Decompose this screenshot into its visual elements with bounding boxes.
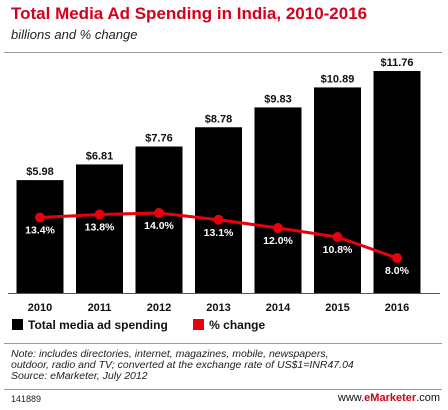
pct-change-label: 12.0% — [263, 235, 293, 247]
footer-divider — [4, 389, 442, 390]
chart-plot: $5.98 $6.81 $7.76 $8.78 $9.83 $10.89 $11.76 201… — [8, 57, 440, 314]
brand-name: eMarketer — [364, 392, 417, 404]
bar-value-label: $8.78 — [205, 113, 233, 125]
pct-change-point-2010 — [35, 212, 45, 223]
bar-value-label: $10.89 — [321, 73, 355, 85]
bar-2014 — [254, 107, 302, 293]
pct-change-point-2014 — [273, 223, 283, 233]
brand-logo[interactable]: www.eMarketer.com — [338, 392, 440, 404]
bar-2012 — [135, 146, 183, 293]
pct-change-label: 14.0% — [144, 220, 174, 232]
top-divider — [4, 52, 442, 53]
pct-change-label: 8.0% — [385, 265, 410, 277]
bar-2015 — [314, 87, 361, 294]
chart-id: 141889 — [11, 394, 42, 404]
x-tick-label: 2012 — [147, 302, 171, 314]
legend-label-line: % change — [209, 318, 266, 332]
brand-suffix: .com — [416, 392, 440, 404]
pct-change-label: 13.1% — [204, 227, 234, 239]
x-tick-label: 2015 — [325, 302, 349, 314]
bar-value-label: $9.83 — [264, 93, 292, 105]
pct-change-point-2015 — [332, 232, 343, 242]
pct-change-point-2011 — [94, 209, 105, 220]
pct-change-label: 13.4% — [25, 225, 55, 237]
bar-2010 — [16, 180, 64, 293]
chart-subtitle: billions and % change — [11, 27, 138, 42]
brand-prefix: www. — [337, 392, 365, 404]
legend-swatch-line — [193, 319, 205, 330]
x-tick-label: 2010 — [28, 302, 52, 314]
x-tick-label: 2016 — [385, 302, 409, 314]
legend-item-bars: Total media ad spending — [12, 318, 168, 332]
chart-notes: Note: includes directories, internet, ma… — [11, 349, 441, 382]
pct-change-point-2013 — [213, 214, 224, 225]
legend-label-bars: Total media ad spending — [28, 318, 168, 332]
pct-change-label: 10.8% — [323, 244, 353, 256]
chart-legend: Total media ad spending % change — [12, 318, 287, 332]
bar-2013 — [195, 127, 242, 294]
note-line-2: outdoor, radio and TV; converted at the … — [11, 359, 354, 371]
bar-value-label: $11.76 — [380, 57, 413, 69]
x-tick-label: 2013 — [206, 302, 230, 314]
pct-change-point-2012 — [154, 208, 164, 218]
legend-item-line: % change — [193, 318, 265, 332]
chart-title: Total Media Ad Spending in India, 2010-2… — [11, 4, 368, 23]
bar-value-label: $5.98 — [26, 166, 54, 178]
note-source: Source: eMarketer, July 2012 — [11, 370, 148, 382]
pct-change-point-2016 — [392, 253, 402, 263]
bar-value-label: $7.76 — [145, 133, 173, 145]
x-tick-label: 2014 — [266, 302, 291, 314]
notes-divider — [4, 343, 442, 344]
bar-value-label: $6.81 — [86, 150, 114, 162]
note-line-1: Note: includes directories, internet, ma… — [11, 348, 329, 360]
bar-2011 — [76, 164, 123, 293]
legend-swatch-bars — [12, 319, 23, 330]
x-tick-label: 2011 — [88, 302, 112, 314]
pct-change-label: 13.8% — [85, 222, 115, 234]
